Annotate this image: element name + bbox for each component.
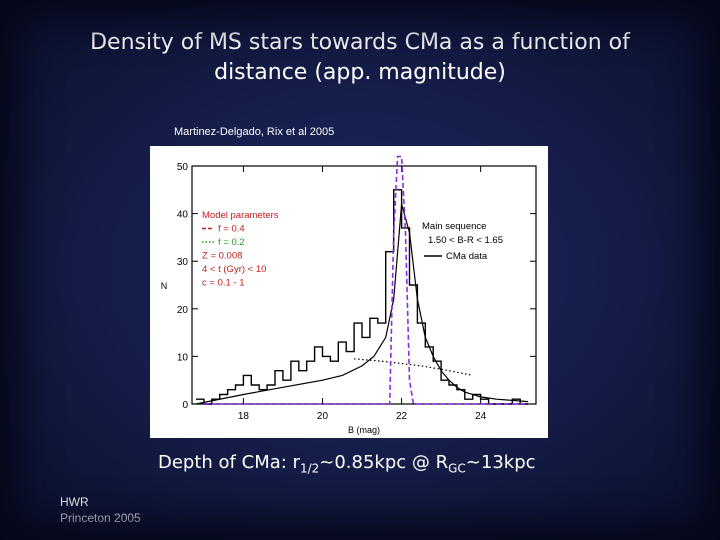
- y-tick-label: 20: [177, 305, 189, 316]
- legend-left-entry: f = 0.4: [218, 224, 245, 235]
- caption-suffix: ~13kpc: [465, 452, 536, 473]
- slide-title-line-1: Density of MS stars towards CMa as a fun…: [90, 30, 630, 55]
- x-tick-label: 20: [317, 411, 329, 422]
- legend-left-entry: 4 < t (Gyr) < 10: [202, 264, 266, 275]
- histogram-panel: 0 10 20 30 40 50 18 20 22 24 B (mag) N Model paramet…: [150, 146, 548, 438]
- legend-right-title: Main sequence: [422, 221, 486, 232]
- caption: Depth of CMa: r1/2~0.85kpc @ RGC~13kpc: [158, 452, 536, 476]
- footer-author: HWR: [60, 495, 89, 509]
- caption-prefix: Depth of CMa: r: [158, 452, 300, 473]
- legend-left-title: Model parameters: [202, 210, 279, 221]
- x-tick-label: 24: [475, 411, 487, 422]
- histogram-chart: 0 10 20 30 40 50 18 20 22 24 B (mag) N Model paramet…: [161, 155, 537, 435]
- legend-left-entry: Z = 0.008: [202, 251, 242, 262]
- x-tick-label: 22: [396, 411, 408, 422]
- caption-R-subscript: GC: [448, 461, 466, 476]
- slide-title-line-2: distance (app. magnitude): [214, 60, 506, 85]
- series-line-0: [196, 189, 529, 405]
- x-axis-label: B (mag): [348, 425, 380, 435]
- legend-right-entry: CMa data: [446, 251, 488, 262]
- series-line-1: [195, 203, 529, 405]
- x-tick-label: 18: [238, 411, 250, 422]
- y-tick-label: 10: [177, 352, 189, 363]
- legend-right-subtitle: 1.50 < B-R < 1.65: [428, 235, 503, 246]
- y-tick-label: 30: [177, 257, 189, 268]
- slide-title: Density of MS stars towards CMa as a fun…: [40, 28, 680, 88]
- series-line-2: [354, 358, 473, 376]
- citation: Martinez-Delgado, Rix et al 2005: [174, 126, 335, 138]
- legend-left-entry: c = 0.1 - 1: [202, 278, 245, 289]
- footer-venue: Princeton 2005: [60, 511, 141, 525]
- y-axis-label: N: [161, 281, 168, 291]
- legend-left-entry: f = 0.2: [218, 237, 245, 248]
- caption-r-subscript: 1/2: [299, 461, 320, 476]
- caption-middle: ~0.85kpc @ R: [319, 452, 449, 473]
- y-tick-label: 0: [182, 400, 188, 411]
- y-tick-label: 40: [177, 210, 189, 221]
- y-tick-label: 50: [177, 162, 189, 173]
- series-line-3: [203, 155, 529, 405]
- footer: HWR Princeton 2005: [60, 494, 141, 526]
